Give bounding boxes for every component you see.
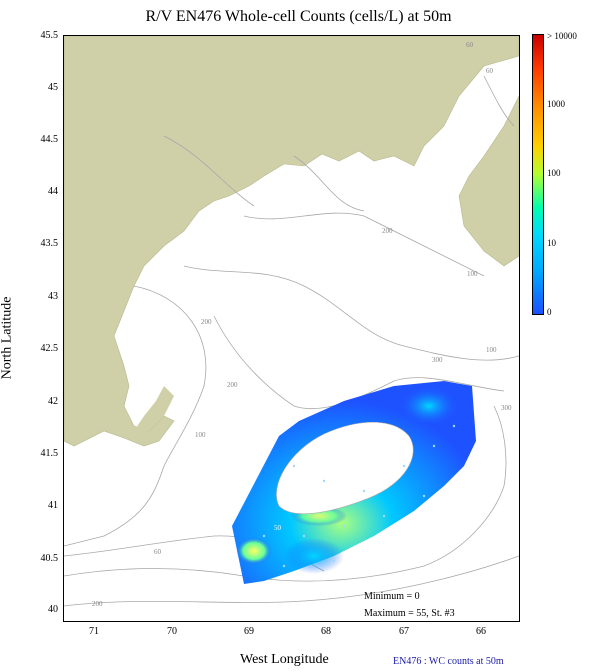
- colorbar-label: 10: [547, 238, 556, 248]
- land-new-england: [64, 36, 519, 447]
- contour-label: 100: [195, 431, 206, 439]
- x-tick: 71: [89, 626, 99, 637]
- y-axis-label: North Latitude: [0, 296, 15, 380]
- hot-spot-west: [236, 537, 272, 565]
- y-tick: 43: [48, 291, 58, 302]
- contour-label: 200: [92, 600, 103, 608]
- y-tick: 40: [48, 604, 58, 615]
- y-tick: 41.5: [40, 448, 59, 459]
- max-stat: Maximum = 55, St. #3: [364, 608, 455, 619]
- contour-label: 60: [154, 548, 161, 556]
- chart-title: R/V EN476 Whole-cell Counts (cells/L) at…: [145, 8, 452, 25]
- y-tick: 43.5: [40, 238, 59, 249]
- y-tick: 45.5: [40, 30, 59, 41]
- x-axis-label: West Longitude: [240, 652, 329, 667]
- y-tick: 44: [48, 186, 58, 197]
- contour-label: 200: [227, 381, 238, 389]
- contour-label: 60: [486, 67, 493, 75]
- bathymetry-contours: [64, 75, 519, 607]
- y-tick: 41: [48, 500, 58, 511]
- colorbar-label: 0: [547, 307, 552, 317]
- cyan-patch-east: [399, 386, 459, 426]
- y-tick: 42: [48, 396, 58, 407]
- contour-label: 200: [201, 318, 212, 326]
- y-tick: 40.5: [40, 553, 59, 564]
- station-dots: [262, 424, 456, 568]
- colorbar-label: 1000: [547, 99, 565, 109]
- min-stat: Minimum = 0: [364, 591, 420, 602]
- contour-label: 300: [501, 404, 512, 412]
- contour-label: 100: [486, 346, 497, 354]
- map-svg: [64, 36, 519, 607]
- x-tick: 67: [399, 626, 409, 637]
- footer-caption: EN476 : WC counts at 50m: [393, 656, 504, 667]
- colorbar-label: > 10000: [547, 31, 577, 41]
- colorbar-label: 100: [547, 168, 561, 178]
- contour-label: 60: [466, 41, 473, 49]
- contour-label: 300: [432, 356, 443, 364]
- x-tick: 70: [167, 626, 177, 637]
- y-tick: 42.5: [40, 343, 59, 354]
- cyan-patch-south: [284, 538, 344, 574]
- contour-label: 200: [382, 227, 393, 235]
- land-nova-scotia: [458, 95, 519, 267]
- map-panel: 60 200 100 200 300 100 200 300 100 60 20…: [63, 35, 520, 622]
- contour-label: 50: [274, 524, 281, 532]
- contour-label: 100: [467, 270, 478, 278]
- land-cape-cod: [134, 386, 174, 441]
- x-tick: 69: [244, 626, 254, 637]
- y-tick: 45: [48, 82, 58, 93]
- x-tick: 68: [321, 626, 331, 637]
- y-tick: 44.5: [40, 134, 59, 145]
- colorbar: [532, 34, 544, 315]
- georges-bank-hole: [276, 421, 414, 514]
- x-tick: 66: [476, 626, 486, 637]
